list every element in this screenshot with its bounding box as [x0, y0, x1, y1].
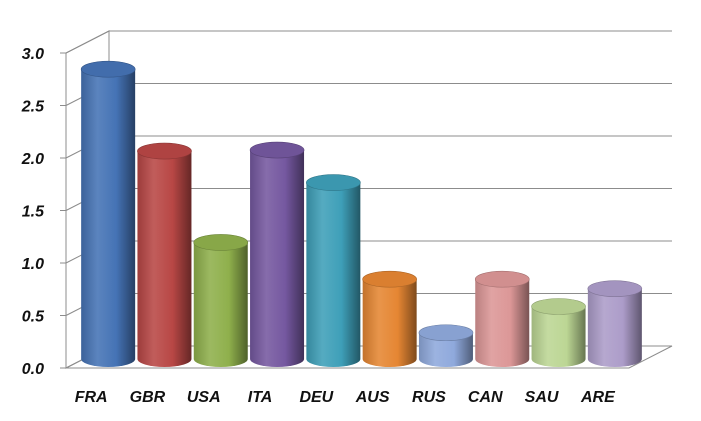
bar-top [249, 141, 305, 159]
x-tick-label: DEU [299, 389, 333, 406]
bar-body [531, 306, 586, 367]
x-axis: FRA GBR USA ITA DEU AUS RUS CAN SAU ARE [75, 389, 616, 406]
y-tick-label: 1.5 [22, 204, 45, 221]
bar-rus [418, 324, 474, 367]
bar-body [193, 242, 248, 367]
gridline [65, 30, 672, 54]
y-axis: 0.0 0.5 1.0 1.5 2.0 2.5 3.0 [21, 46, 66, 378]
x-tick-label: AUS [355, 389, 390, 406]
bar-body [137, 151, 192, 367]
bar-usa [193, 234, 249, 367]
bar-can [474, 270, 530, 367]
bar-body [81, 69, 136, 367]
x-tick-label: CAN [468, 389, 503, 406]
bar-aus [362, 270, 417, 367]
y-tick-label: 0.5 [22, 309, 45, 326]
y-tick-label: 1.0 [22, 256, 44, 273]
bar-top [587, 280, 643, 297]
bar-gbr [137, 142, 192, 367]
bar-ita [249, 141, 305, 367]
x-tick-label: ITA [248, 389, 273, 406]
bar-are [587, 280, 643, 367]
bar-top [474, 270, 530, 288]
bar-body [587, 288, 642, 367]
y-tick-label: 0.0 [22, 361, 44, 378]
bar-top [80, 60, 136, 78]
bar-body [306, 182, 361, 367]
x-tick-label: RUS [412, 389, 446, 406]
bar-top [137, 142, 192, 160]
x-tick-label: SAU [525, 389, 559, 406]
gridline [65, 83, 672, 106]
bar-top [306, 174, 361, 191]
y-tick-label: 2.5 [21, 99, 45, 116]
bar-top [362, 270, 417, 288]
y-tick-label: 2.0 [21, 151, 44, 168]
chart-bars [80, 60, 643, 367]
x-tick-label: USA [187, 389, 221, 406]
bar-body [475, 279, 530, 367]
bar-sau [531, 298, 586, 367]
bar-body [250, 150, 305, 367]
y-tick-label: 3.0 [22, 46, 44, 63]
x-tick-label: ARE [580, 389, 616, 406]
x-tick-label: GBR [130, 389, 166, 406]
bar-body [418, 332, 473, 367]
x-tick-label: FRA [75, 389, 108, 406]
bar-body [362, 279, 417, 367]
bar-top [531, 298, 586, 315]
bar-top [418, 324, 474, 342]
bar-top [193, 234, 249, 251]
bar-fra [80, 60, 136, 367]
bar-deu [306, 174, 361, 367]
